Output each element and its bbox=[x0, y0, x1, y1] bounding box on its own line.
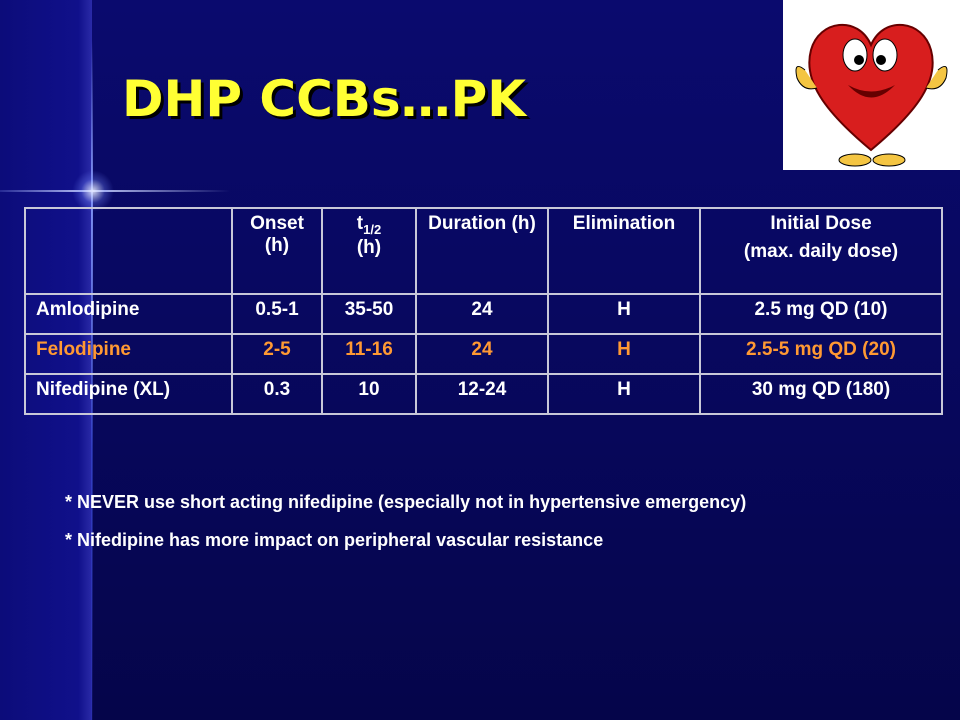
note: * Nifedipine has more impact on peripher… bbox=[65, 530, 604, 550]
table-cell: 2.5-5 mg QD (20) bbox=[699, 333, 943, 375]
header-subscript: 1/2 bbox=[363, 221, 382, 237]
table-row: Amlodipine 0.5-1 35-50 24 H 2.5 mg QD (10) bbox=[24, 293, 943, 335]
table-cell: 10 bbox=[321, 373, 417, 415]
table-row: Nifedipine (XL) 0.3 10 12-24 H 30 mg QD (180) bbox=[24, 373, 943, 415]
row-label: Felodipine bbox=[24, 333, 233, 375]
slide-title: DHP CCBs…PK bbox=[122, 70, 527, 128]
header-text: (h) bbox=[356, 236, 382, 258]
header-text: (max. daily dose) bbox=[743, 241, 899, 262]
header-cell: Onset (h) bbox=[231, 207, 323, 295]
notes: * NEVER use short acting nifedipine (esp… bbox=[65, 488, 865, 564]
note: * NEVER use short acting nifedipine (esp… bbox=[65, 492, 747, 512]
header-text: t bbox=[356, 213, 364, 234]
header-text: Initial Dose bbox=[770, 213, 872, 234]
table-cell: 0.5-1 bbox=[231, 293, 323, 335]
row-label: Nifedipine (XL) bbox=[24, 373, 233, 415]
header-cell: t1/2 (h) bbox=[321, 207, 417, 295]
table-cell: 30 mg QD (180) bbox=[699, 373, 943, 415]
table-cell: H bbox=[547, 333, 701, 375]
decor-line bbox=[0, 190, 230, 192]
header-cell: Elimination bbox=[547, 207, 701, 295]
header-cell bbox=[24, 207, 233, 295]
header-cell: Initial Dose (max. daily dose) bbox=[699, 207, 943, 295]
table-cell: 24 bbox=[415, 293, 549, 335]
table-cell: H bbox=[547, 293, 701, 335]
table-row: Felodipine 2-5 11-16 24 H 2.5-5 mg QD (20) bbox=[24, 333, 943, 375]
decor-star bbox=[72, 170, 114, 212]
row-label: Amlodipine bbox=[24, 293, 233, 335]
table-cell: 2.5 mg QD (10) bbox=[699, 293, 943, 335]
table-cell: H bbox=[547, 373, 701, 415]
table-cell: 0.3 bbox=[231, 373, 323, 415]
heart-drawing bbox=[795, 23, 948, 167]
table-cell: 35-50 bbox=[321, 293, 417, 335]
table-cell: 11-16 bbox=[321, 333, 417, 375]
pk-table: Onset (h) t1/2 (h) Duration (h) Eliminati… bbox=[24, 207, 943, 415]
heart-image bbox=[783, 0, 960, 170]
table-cell: 2-5 bbox=[231, 333, 323, 375]
table-cell: 12-24 bbox=[415, 373, 549, 415]
header-cell: Duration (h) bbox=[415, 207, 549, 295]
header-row: Onset (h) t1/2 (h) Duration (h) Eliminati… bbox=[24, 207, 943, 295]
table-cell: 24 bbox=[415, 333, 549, 375]
